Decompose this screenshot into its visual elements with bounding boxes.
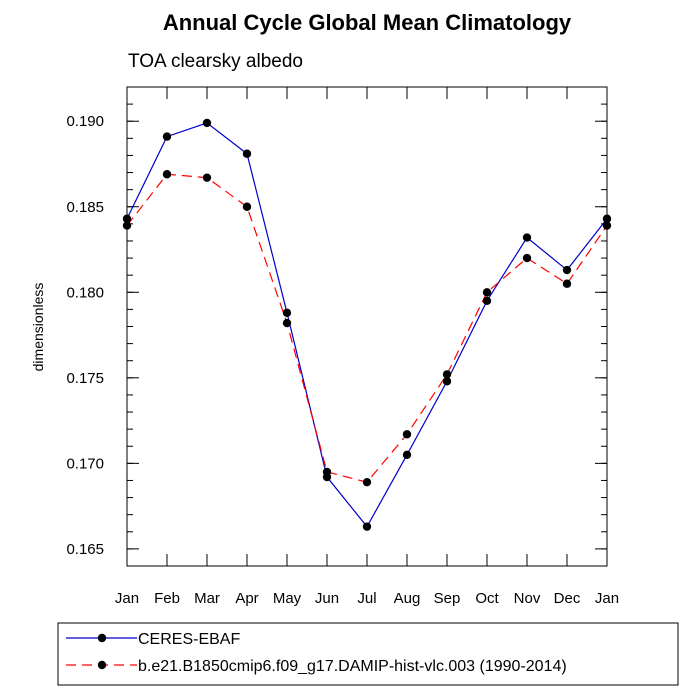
legend: CERES-EBAF b.e21.B1850cmip6.f09_g17.DAMIP… [66,631,567,675]
chart-subtitle: TOA clearsky albedo [128,51,303,72]
data-point-series-1 [402,430,412,439]
data-point-series-0 [282,308,292,318]
data-point-series-0 [602,214,612,223]
data-point-series-1 [162,170,172,179]
y-tick-label: 0.185 [66,199,104,216]
data-point-series-0 [362,522,372,531]
data-point-series-1 [522,253,532,263]
legend-marker-1 [97,660,107,670]
x-tick-label: Jan [115,590,139,607]
x-tick-label: Jan [595,590,619,607]
series-line-0 [126,122,608,528]
chart-title: Annual Cycle Global Mean Climatology [163,10,572,35]
x-tick-label: Dec [554,590,581,607]
y-tick-labels: 0.165 0.170 0.175 0.180 0.185 0.190 [66,113,104,558]
data-point-series-0 [202,118,212,128]
legend-box [57,622,679,686]
x-tick-label: Feb [154,590,180,607]
data-point-series-0 [402,450,412,460]
tick-marks [126,86,608,567]
data-point-series-1 [242,202,252,211]
series-line-1 [126,173,608,483]
x-tick-labels: Jan Feb Mar Apr May Jun Jul Aug Sep Oct Nov Dec Jan [115,590,619,607]
data-point-series-1 [362,477,372,487]
x-tick-label: Sep [434,590,461,607]
x-tick-label: Nov [514,590,541,607]
data-point-series-0 [122,214,132,223]
data-point-series-1 [482,288,492,297]
legend-label-0: CERES-EBAF [138,631,240,648]
data-point-series-1 [122,221,132,230]
y-tick-label: 0.165 [66,541,104,558]
y-tick-label: 0.180 [66,284,104,301]
data-point-series-0 [482,296,492,306]
y-tick-label: 0.170 [66,455,104,472]
y-axis-label: dimensionless [30,283,46,372]
data-point-series-1 [562,279,572,288]
x-tick-label: Jul [357,590,376,607]
x-tick-label: Apr [235,590,258,607]
legend-marker-0 [97,633,107,643]
data-point-series-0 [242,149,252,158]
data-point-series-1 [442,370,452,379]
data-point-series-1 [282,318,292,328]
x-tick-label: Oct [475,590,499,607]
data-point-series-1 [602,221,612,230]
x-tick-label: Aug [394,590,421,607]
series-layer [122,118,612,531]
data-point-series-0 [562,265,572,275]
plot-frame [126,86,608,567]
legend-label-1: b.e21.B1850cmip6.f09_g17.DAMIP-hist-vlc.… [138,658,567,675]
data-point-series-0 [442,377,452,386]
data-point-series-1 [202,173,212,182]
x-tick-label: Mar [194,590,220,607]
data-point-series-1 [322,467,332,477]
y-tick-label: 0.190 [66,113,104,130]
x-tick-label: Jun [315,590,339,607]
y-tick-label: 0.175 [66,370,104,387]
data-point-series-0 [162,132,172,141]
data-point-series-0 [522,233,532,242]
x-tick-label: May [273,590,302,607]
